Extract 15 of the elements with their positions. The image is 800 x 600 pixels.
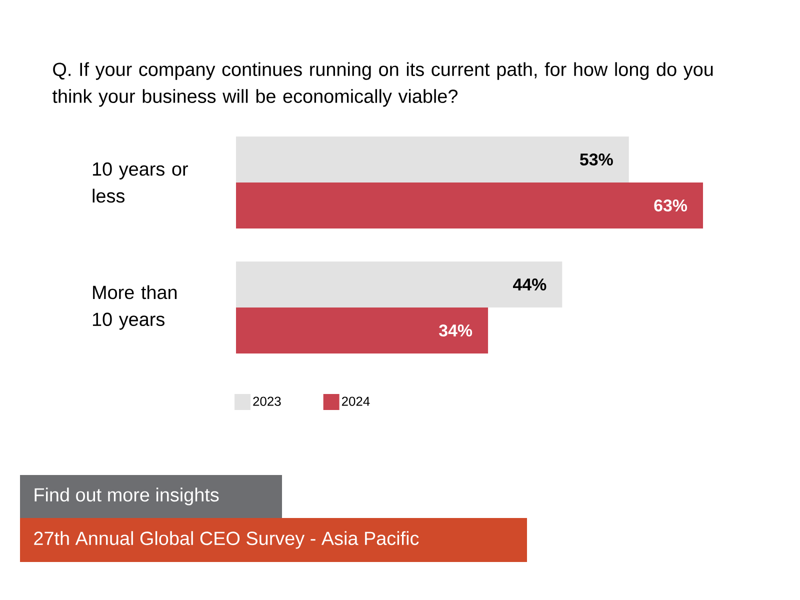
text: 27th Annual Global CEO Survey - Asia Pacific [34,531,419,549]
y-tick-label: More than 10 years [92,285,177,330]
bar [236,182,704,228]
legend-label: 2023 [253,396,281,406]
bar [236,308,488,354]
bar [236,262,562,308]
bar [236,136,629,182]
data-label: 63% [654,199,688,212]
text: Find out more insights [34,488,219,506]
data-label: 53% [580,153,613,166]
y-tick-label: 10 years or less [92,162,188,203]
legend-label: 2024 [342,396,370,406]
data-label: 44% [513,278,546,290]
data-label: 34% [439,324,472,337]
chart-title: Q. If your company continues running on its current path, for how long do you think your business will be economically viable? [52,62,713,107]
